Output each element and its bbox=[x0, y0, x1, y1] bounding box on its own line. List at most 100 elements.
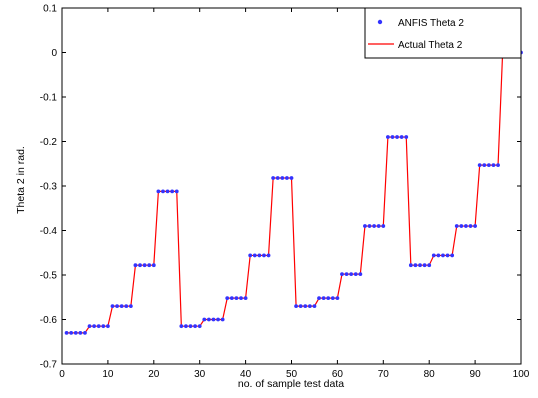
anfis-point-1 bbox=[64, 330, 69, 335]
anfis-point-36 bbox=[225, 296, 230, 301]
anfis-point-30 bbox=[197, 324, 202, 329]
x-tick-label-0: 0 bbox=[59, 369, 65, 380]
anfis-point-79 bbox=[422, 263, 427, 268]
anfis-point-43 bbox=[257, 253, 262, 258]
anfis-point-7 bbox=[92, 324, 97, 329]
x-tick-label-50: 50 bbox=[286, 369, 298, 380]
anfis-point-72 bbox=[390, 135, 395, 139]
anfis-point-16 bbox=[133, 263, 138, 268]
legend-label-anfis: ANFIS Theta 2 bbox=[398, 18, 464, 29]
anfis-point-57 bbox=[321, 296, 326, 301]
anfis-point-83 bbox=[441, 253, 445, 258]
anfis-point-38 bbox=[234, 296, 239, 301]
anfis-point-34 bbox=[216, 317, 220, 322]
anfis-point-90 bbox=[473, 224, 477, 228]
anfis-point-6 bbox=[87, 324, 92, 329]
anfis-point-85 bbox=[450, 253, 455, 258]
anfis-point-2 bbox=[69, 330, 74, 335]
anfis-point-78 bbox=[418, 263, 422, 268]
anfis-point-14 bbox=[124, 304, 129, 309]
y-tick-label-4: -0.3 bbox=[40, 182, 58, 193]
x-tick-label-100: 100 bbox=[513, 369, 530, 380]
anfis-point-45 bbox=[266, 253, 271, 258]
anfis-point-60 bbox=[335, 296, 340, 301]
anfis-point-50 bbox=[289, 176, 294, 180]
anfis-point-39 bbox=[239, 296, 243, 301]
anfis-point-12 bbox=[115, 304, 119, 309]
anfis-point-23 bbox=[165, 189, 170, 194]
legend-box bbox=[364, 7, 522, 59]
anfis-point-29 bbox=[193, 324, 198, 329]
anfis-point-5 bbox=[83, 330, 87, 335]
anfis-point-63 bbox=[349, 272, 354, 277]
anfis-point-93 bbox=[486, 163, 491, 167]
legend-marker-anfis bbox=[377, 19, 383, 25]
x-tick-label-20: 20 bbox=[148, 369, 160, 380]
anfis-point-20 bbox=[151, 263, 156, 268]
anfis-point-49 bbox=[285, 176, 289, 180]
y-tick-label-7: -0.6 bbox=[40, 315, 58, 326]
anfis-point-95 bbox=[496, 163, 500, 167]
anfis-point-94 bbox=[491, 163, 496, 167]
anfis-point-59 bbox=[330, 296, 335, 301]
y-tick-label-5: -0.4 bbox=[40, 226, 58, 237]
anfis-point-35 bbox=[220, 317, 225, 322]
anfis-point-13 bbox=[119, 304, 124, 309]
anfis-point-74 bbox=[399, 135, 404, 139]
plot-layer bbox=[64, 50, 523, 335]
anfis-point-69 bbox=[376, 224, 381, 228]
axes-layer: 0 10 20 30 40 50 60 70 80 90 100 0.1 0 -0.1 -0.2 -0.3 -0… bbox=[40, 4, 530, 381]
y-tick-label-3: -0.2 bbox=[40, 137, 58, 148]
y-tick-label-0: 0.1 bbox=[43, 4, 57, 15]
anfis-point-58 bbox=[326, 296, 331, 301]
anfis-point-24 bbox=[170, 189, 175, 194]
anfis-point-54 bbox=[307, 304, 312, 309]
y-tick-label-8: -0.7 bbox=[40, 360, 58, 371]
y-tick-label-2: -0.1 bbox=[40, 93, 58, 104]
anfis-point-41 bbox=[248, 253, 253, 258]
anfis-point-21 bbox=[156, 189, 161, 194]
anfis-point-64 bbox=[353, 272, 358, 277]
anfis-point-87 bbox=[459, 224, 464, 228]
legend: ANFIS Theta 2 Actual Theta 2 bbox=[364, 7, 522, 59]
anfis-point-67 bbox=[367, 224, 372, 228]
x-tick-label-70: 70 bbox=[378, 369, 390, 380]
anfis-point-40 bbox=[243, 296, 248, 301]
anfis-point-82 bbox=[436, 253, 441, 258]
anfis-point-68 bbox=[372, 224, 377, 228]
anfis-point-92 bbox=[482, 163, 487, 167]
anfis-point-15 bbox=[128, 304, 133, 309]
anfis-point-31 bbox=[202, 317, 207, 322]
y-tick-label-1: 0 bbox=[51, 48, 57, 59]
anfis-point-33 bbox=[211, 317, 216, 322]
anfis-point-81 bbox=[431, 253, 436, 258]
anfis-point-37 bbox=[229, 296, 234, 301]
anfis-point-19 bbox=[147, 263, 152, 268]
anfis-point-42 bbox=[252, 253, 257, 258]
anfis-point-18 bbox=[142, 263, 147, 268]
anfis-point-70 bbox=[381, 224, 386, 228]
anfis-point-88 bbox=[464, 224, 468, 228]
series-line-actual-theta2 bbox=[66, 51, 521, 334]
anfis-point-73 bbox=[395, 135, 399, 139]
anfis-point-11 bbox=[110, 304, 115, 309]
anfis-point-76 bbox=[408, 263, 413, 268]
anfis-point-65 bbox=[358, 272, 363, 277]
anfis-point-46 bbox=[271, 176, 276, 180]
anfis-point-91 bbox=[477, 163, 482, 167]
anfis-point-25 bbox=[174, 189, 179, 194]
anfis-point-53 bbox=[303, 304, 308, 309]
anfis-point-44 bbox=[262, 253, 266, 258]
anfis-point-86 bbox=[454, 224, 459, 228]
anfis-point-84 bbox=[445, 253, 450, 258]
anfis-point-51 bbox=[294, 304, 298, 309]
anfis-point-47 bbox=[275, 176, 280, 180]
anfis-point-48 bbox=[280, 176, 285, 180]
anfis-point-61 bbox=[340, 272, 344, 277]
anfis-point-66 bbox=[363, 224, 367, 228]
anfis-point-56 bbox=[317, 296, 321, 301]
anfis-point-3 bbox=[73, 330, 78, 335]
legend-label-actual: Actual Theta 2 bbox=[398, 40, 463, 51]
